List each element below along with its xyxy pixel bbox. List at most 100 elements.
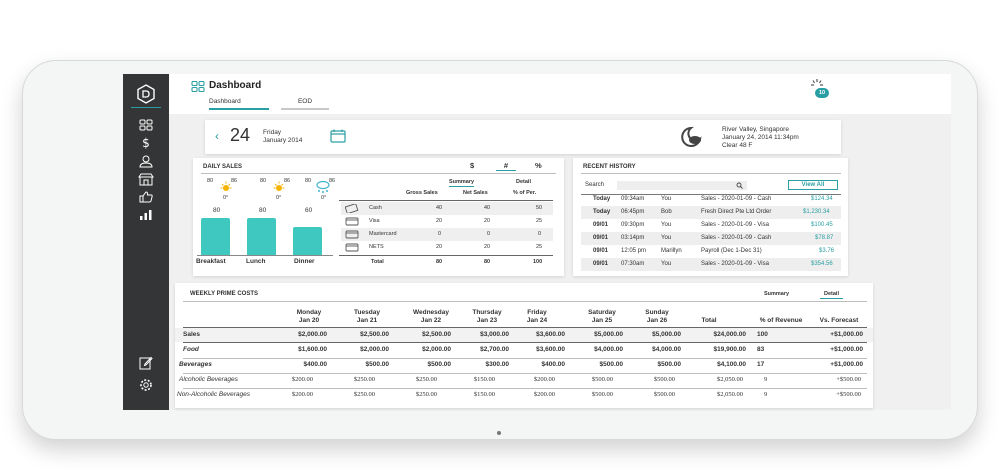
- history-row[interactable]: 09/01 03:14pm You Sales - 2020-01-09 - C…: [581, 232, 841, 245]
- gross-sales: 20: [436, 218, 443, 224]
- cell: +$1,000.00: [830, 331, 863, 338]
- unit-dollar-toggle[interactable]: $: [470, 161, 475, 170]
- history-row[interactable]: Today 06:45pm Bob Fresh Direct Pte Ltd O…: [581, 206, 841, 219]
- app-logo[interactable]: [131, 80, 161, 108]
- cell: 9: [764, 391, 768, 398]
- tab-dashboard[interactable]: Dashboard: [209, 98, 269, 110]
- cell: $150.00: [473, 391, 495, 398]
- cell: $250.00: [415, 376, 437, 383]
- payment-method: Visa: [369, 218, 380, 224]
- history-time: 06:45pm: [621, 209, 645, 215]
- view-detail-toggle[interactable]: Detail: [516, 179, 531, 185]
- divider: [339, 200, 553, 201]
- sidebar-item-dashboard[interactable]: [135, 118, 157, 132]
- cell: $2,000.00: [298, 331, 327, 338]
- table-row: Cash 40 40 50: [341, 202, 553, 215]
- bar-baseline: [197, 255, 333, 256]
- store-icon: [138, 173, 154, 185]
- history-user: You: [661, 222, 672, 228]
- column-header: Total: [701, 317, 717, 324]
- view-all-button[interactable]: View All: [788, 180, 838, 190]
- history-time: 03:14pm: [621, 235, 645, 241]
- cell: $4,000.00: [594, 346, 623, 353]
- dollar-icon: $: [142, 136, 150, 150]
- cell: +$1,000.00: [830, 346, 863, 353]
- unit-percent-toggle[interactable]: %: [535, 161, 542, 170]
- weekly-prime-title: WEEKLY PRIME COSTS: [190, 291, 259, 297]
- total-percent: 100: [533, 259, 543, 265]
- unit-count-toggle[interactable]: #: [496, 161, 516, 171]
- dashboard-grid-icon: [191, 81, 205, 92]
- cell: +$500.00: [836, 391, 861, 398]
- tab-eod[interactable]: EOD: [281, 98, 329, 110]
- weekly-prime-costs-panel: WEEKLY PRIME COSTS Summary Detail Monday…: [175, 283, 873, 408]
- bar-category-label: Breakfast: [196, 258, 226, 265]
- sidebar-item-store[interactable]: [135, 172, 157, 186]
- view-summary-toggle[interactable]: Summary: [764, 291, 790, 297]
- history-description: Sales - 2020-01-09 - Cash: [701, 235, 772, 241]
- percent: 25: [536, 244, 543, 250]
- table-row: Visa 20 20 25: [341, 215, 553, 228]
- payment-method: Mastercard: [369, 231, 397, 237]
- sidebar-item-staff[interactable]: [135, 154, 157, 168]
- recent-history-title: RECENT HISTORY: [583, 164, 636, 170]
- prime-row-sales: Sales $2,000.00 $2,500.00 $2,500.00 $3,0…: [175, 328, 873, 342]
- history-user: Marillyn: [661, 248, 682, 254]
- history-amount: $78.87: [815, 235, 834, 241]
- column-day: Sunday: [645, 309, 669, 316]
- top-bar: Dashboard Dashboard EOD 10: [169, 74, 951, 114]
- history-date: 09/01: [593, 235, 609, 241]
- date-month-year: January 2014: [263, 137, 303, 144]
- cell: $500.00: [657, 361, 682, 368]
- cell: $24,000.00: [713, 331, 746, 338]
- notifications[interactable]: 10: [809, 78, 829, 98]
- column-header: Sunday Jan 26: [635, 309, 679, 325]
- view-detail-toggle[interactable]: Detail: [820, 291, 843, 299]
- dashboard-grid-icon: [139, 119, 153, 131]
- divider: [183, 388, 867, 389]
- history-row[interactable]: Today 09:34am You Sales - 2020-01-09 - C…: [581, 193, 841, 206]
- sidebar-item-edit[interactable]: [135, 356, 157, 370]
- history-description: Fresh Direct Pte Ltd Order: [701, 209, 772, 215]
- meal-hi-temp: 80: [260, 178, 267, 184]
- history-row[interactable]: 09/01 09:30pm You Sales - 2020-01-09 - V…: [581, 219, 841, 232]
- sidebar-item-feedback[interactable]: [135, 190, 157, 204]
- sidebar-item-reports[interactable]: [135, 208, 157, 222]
- cell: $400.00: [541, 361, 566, 368]
- column-header: Tuesday Jan 21: [345, 309, 389, 325]
- net-sales: 0: [487, 231, 491, 237]
- date-day: 24: [230, 125, 251, 145]
- column-header: Vs. Forecast: [819, 317, 859, 324]
- table-row: NETS 20 20 25: [341, 241, 553, 254]
- cell: $200.00: [533, 376, 555, 383]
- daily-sales-panel: DAILY SALES $ # % 80 86 0° 80 86 0° 80 8…: [193, 158, 564, 276]
- column-day: Saturday: [588, 309, 616, 316]
- search-label: Search: [585, 182, 605, 188]
- previous-day-button[interactable]: ‹: [215, 129, 219, 143]
- history-description: Payroll (Dec 1-Dec 31): [701, 248, 762, 254]
- column-date: Jan 26: [646, 317, 668, 324]
- sidebar: $: [123, 74, 169, 410]
- history-row[interactable]: 09/01 07:30am You Sales - 2020-01-09 - V…: [581, 258, 841, 271]
- search-input[interactable]: [617, 181, 747, 190]
- total-net: 80: [484, 259, 491, 265]
- sidebar-item-settings[interactable]: [135, 378, 157, 392]
- weather-info: River Valley, Singapore January 24, 2014…: [722, 126, 799, 150]
- history-row[interactable]: 09/01 12:05 pm Marillyn Payroll (Dec 1-D…: [581, 245, 841, 258]
- history-description: Sales - 2020-01-09 - Visa: [701, 261, 769, 267]
- sidebar-item-sales[interactable]: $: [135, 136, 157, 150]
- net-sales: 20: [484, 218, 491, 224]
- sun-icon: [220, 181, 232, 191]
- meal-temp: 0°: [321, 195, 327, 201]
- cell: $200.00: [291, 391, 313, 398]
- cell: +$500.00: [836, 376, 861, 383]
- view-summary-toggle[interactable]: Summary: [449, 179, 475, 187]
- gross-sales: 40: [436, 205, 443, 211]
- date-weekday: Friday: [263, 129, 282, 136]
- divider: [183, 327, 867, 328]
- edit-icon: [139, 356, 153, 370]
- history-user: Bob: [661, 209, 672, 215]
- calendar-icon[interactable]: [330, 129, 346, 143]
- history-date: 09/01: [593, 222, 609, 228]
- prime-row-alcoholic: Alcoholic Beverages $200.00 $250.00 $250…: [175, 373, 873, 387]
